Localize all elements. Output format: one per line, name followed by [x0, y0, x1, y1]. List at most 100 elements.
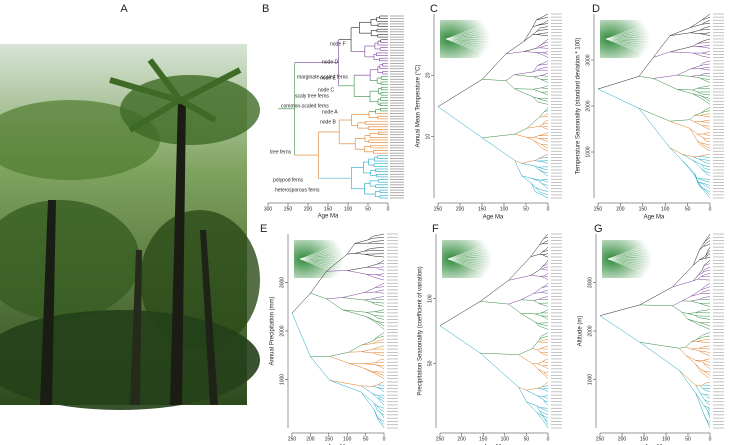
branch: [543, 309, 549, 313]
branch: [534, 140, 542, 148]
branch: [692, 156, 699, 160]
branch: [690, 347, 699, 350]
branch: [697, 91, 701, 94]
branch: [542, 268, 545, 270]
x-tick-label: 50: [524, 436, 530, 442]
branch: [376, 338, 385, 342]
annotation: tree ferns: [270, 149, 292, 155]
branch: [376, 317, 385, 320]
branch: [542, 54, 549, 58]
branch: [693, 43, 698, 47]
branch: [704, 323, 711, 327]
inset-branch: [299, 258, 341, 264]
branch: [329, 380, 362, 387]
branch: [679, 370, 696, 394]
x-tick-label: 50: [365, 206, 371, 212]
inset-branch: [447, 258, 489, 267]
branch: [521, 163, 535, 167]
branch: [326, 270, 348, 272]
branch: [534, 165, 539, 170]
branch: [373, 338, 377, 341]
branch: [544, 418, 549, 425]
branch: [542, 32, 549, 34]
branch: [539, 338, 542, 340]
branch: [699, 142, 706, 145]
branch: [537, 361, 543, 365]
branch: [539, 251, 543, 255]
branch: [508, 303, 522, 314]
branch: [342, 292, 365, 298]
inset-branch: [447, 246, 489, 260]
branch: [514, 127, 528, 135]
branch: [537, 98, 543, 101]
branch: [705, 283, 711, 286]
branch: [701, 164, 705, 169]
branch: [372, 352, 378, 355]
branch: [539, 126, 543, 128]
branch: [377, 416, 380, 420]
branch: [378, 292, 385, 294]
branch: [701, 23, 706, 25]
inset-branch: [607, 258, 649, 262]
branch: [705, 134, 711, 136]
x-tick-label: 0: [709, 206, 712, 212]
branch: [698, 317, 711, 320]
branch: [533, 300, 540, 304]
x-tick-label: 200: [306, 436, 315, 442]
branch: [544, 146, 549, 149]
branch: [669, 120, 690, 129]
branch: [375, 291, 379, 293]
branch: [696, 336, 703, 340]
branch: [378, 268, 385, 271]
branch: [695, 385, 701, 387]
branch: [672, 280, 694, 288]
branch: [542, 171, 549, 174]
branch: [545, 51, 549, 53]
branch: [377, 382, 382, 386]
branch: [669, 147, 683, 155]
branch: [535, 187, 541, 190]
branch: [533, 287, 543, 294]
branch: [326, 253, 348, 272]
branch: [364, 287, 376, 293]
branch: [381, 402, 385, 406]
branch: [695, 393, 705, 406]
branch: [542, 123, 545, 125]
branch: [532, 342, 538, 349]
inset-branch: [447, 258, 489, 262]
branch: [690, 75, 700, 77]
branch: [703, 75, 711, 77]
branch: [537, 157, 541, 160]
branch: [505, 74, 515, 81]
branch: [540, 179, 545, 182]
y-tick-label: 3000: [587, 277, 593, 288]
branch: [375, 303, 385, 307]
branch: [704, 381, 711, 384]
inset-branch: [447, 252, 489, 260]
branch: [697, 46, 704, 48]
branch: [706, 53, 711, 55]
x-tick-label: 200: [457, 436, 466, 442]
branch: [701, 154, 711, 156]
branch: [376, 332, 385, 338]
branch: [530, 244, 541, 257]
branch: [526, 401, 538, 413]
branch: [705, 132, 711, 134]
branch: [375, 302, 385, 304]
branch: [544, 317, 549, 320]
branch: [703, 414, 707, 421]
branch: [543, 41, 549, 44]
branch: [703, 338, 711, 341]
branch: [702, 383, 705, 386]
x-tick-label: 100: [661, 206, 670, 212]
branch: [699, 142, 706, 147]
branch: [537, 160, 544, 163]
branch: [377, 398, 382, 400]
branch: [539, 243, 543, 245]
branch: [366, 311, 375, 313]
branch: [526, 137, 535, 141]
branch: [372, 386, 379, 388]
branch: [542, 265, 546, 267]
branch: [439, 325, 481, 354]
branch: [544, 274, 547, 277]
